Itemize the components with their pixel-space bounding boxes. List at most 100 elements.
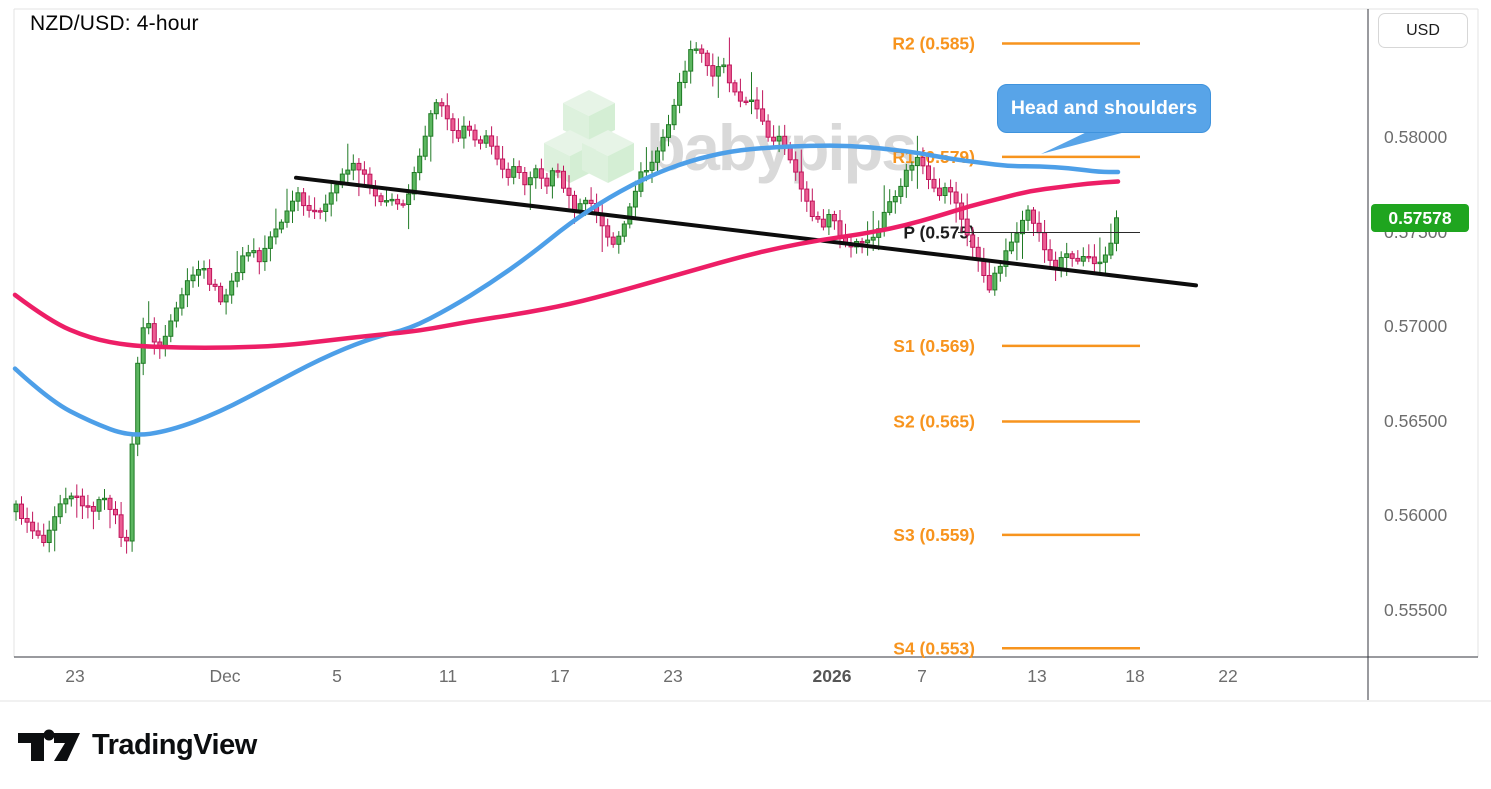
candle-body bbox=[1003, 250, 1009, 267]
candle-body bbox=[422, 135, 428, 157]
candle-body bbox=[345, 169, 351, 175]
pivot-label: P (0.575) bbox=[903, 223, 975, 243]
candle-body bbox=[1047, 249, 1053, 261]
candle-body bbox=[334, 184, 340, 194]
pink-moving-average bbox=[12, 179, 1121, 351]
candle-body bbox=[295, 192, 301, 202]
candle-body bbox=[1091, 256, 1097, 265]
time-axis-label: 22 bbox=[1218, 666, 1238, 686]
price-axis-label: 0.56000 bbox=[1384, 505, 1448, 525]
candle-body bbox=[428, 113, 434, 137]
candle-body bbox=[798, 171, 804, 190]
candle-body bbox=[533, 168, 539, 179]
candle-body bbox=[273, 228, 279, 238]
candle-body bbox=[655, 150, 660, 163]
candle-body bbox=[1086, 256, 1092, 259]
candle-body bbox=[677, 81, 683, 106]
candle-body bbox=[1036, 222, 1042, 234]
symbol-title: NZD/USD: 4-hour bbox=[30, 12, 199, 35]
candle-body bbox=[350, 162, 356, 171]
candle-body bbox=[555, 170, 561, 173]
candle-body bbox=[494, 145, 500, 160]
candle-body bbox=[301, 192, 307, 207]
candle-body bbox=[196, 269, 201, 276]
callout-tail bbox=[1041, 129, 1137, 154]
pivot-label: S1 (0.569) bbox=[893, 336, 975, 356]
candle-body bbox=[406, 193, 412, 205]
candle-body bbox=[632, 190, 638, 208]
candle-body bbox=[688, 49, 694, 72]
candle-body bbox=[732, 82, 738, 93]
candle-body bbox=[417, 155, 423, 174]
candle-body bbox=[439, 102, 445, 107]
candle-body bbox=[1008, 241, 1014, 252]
candle-body bbox=[887, 201, 893, 213]
candle-body bbox=[616, 235, 622, 245]
time-axis-label: 23 bbox=[663, 666, 683, 686]
candle-body bbox=[737, 91, 743, 102]
candle-body bbox=[1025, 209, 1031, 221]
candle-body bbox=[992, 272, 998, 291]
candle-body bbox=[256, 250, 262, 263]
candle-body bbox=[859, 241, 865, 244]
candle-body bbox=[953, 191, 959, 204]
candle-body bbox=[931, 178, 937, 189]
head-and-shoulders-callout[interactable]: Head and shoulders bbox=[997, 84, 1211, 133]
candle-body bbox=[124, 536, 130, 542]
time-axis-label: 13 bbox=[1027, 666, 1047, 686]
candle-body bbox=[793, 159, 799, 173]
candle-body bbox=[1075, 257, 1081, 262]
candle-body bbox=[306, 205, 312, 211]
candle-body bbox=[948, 187, 954, 193]
candle-body bbox=[19, 503, 24, 520]
candle-body bbox=[511, 166, 517, 178]
candle-body bbox=[107, 497, 113, 510]
candle-body bbox=[444, 105, 450, 120]
candle-body bbox=[516, 166, 522, 174]
candle-body bbox=[461, 125, 467, 139]
candle-body bbox=[837, 220, 843, 236]
time-axis-label: 18 bbox=[1125, 666, 1145, 686]
candle-body bbox=[588, 199, 594, 205]
pivot-label: S4 (0.553) bbox=[893, 638, 975, 658]
candle-body bbox=[649, 161, 655, 171]
candle-body bbox=[389, 198, 395, 202]
candle-body bbox=[433, 102, 439, 115]
candle-body bbox=[1042, 232, 1048, 251]
candle-body bbox=[284, 210, 290, 223]
candle-body bbox=[1064, 253, 1070, 259]
candle-body bbox=[1014, 233, 1020, 243]
candle-body bbox=[787, 146, 793, 161]
candle-body bbox=[218, 285, 224, 303]
candle-body bbox=[538, 168, 544, 179]
tradingview-logo[interactable]: TradingView bbox=[18, 726, 257, 764]
candle-body bbox=[743, 100, 749, 103]
candle-body bbox=[682, 70, 688, 83]
currency-button[interactable]: USD bbox=[1378, 13, 1468, 48]
candle-body bbox=[234, 272, 240, 282]
candle-body bbox=[704, 52, 710, 67]
candle-body bbox=[411, 172, 417, 195]
candle-body bbox=[1108, 242, 1114, 256]
candle-body bbox=[926, 165, 931, 180]
candle-body bbox=[30, 521, 36, 532]
candle-body bbox=[24, 518, 30, 523]
candle-body bbox=[212, 283, 218, 287]
candle-body bbox=[500, 158, 506, 170]
candle-body bbox=[41, 534, 47, 543]
candle-body bbox=[549, 170, 555, 187]
candle-body bbox=[561, 170, 566, 189]
candle-body bbox=[831, 214, 837, 222]
candle-body bbox=[52, 516, 58, 531]
last-price-badge: 0.57578 bbox=[1371, 204, 1469, 232]
candle-body bbox=[278, 221, 284, 230]
candle-body bbox=[251, 250, 257, 254]
candle-body bbox=[892, 196, 898, 203]
candle-body bbox=[820, 218, 826, 228]
candle-body bbox=[721, 64, 727, 68]
pivot-label: S3 (0.559) bbox=[893, 525, 975, 545]
candle-body bbox=[129, 443, 135, 542]
candle-body bbox=[1080, 256, 1086, 262]
